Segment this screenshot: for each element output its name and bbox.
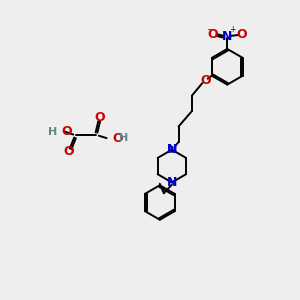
Text: N: N <box>167 143 177 156</box>
Text: N: N <box>167 143 177 156</box>
Text: +: + <box>229 26 235 34</box>
Text: O: O <box>208 28 218 40</box>
Text: N: N <box>222 30 232 43</box>
Text: O: O <box>63 145 74 158</box>
Text: H: H <box>48 127 57 136</box>
Text: H: H <box>119 133 129 143</box>
Text: O: O <box>200 74 211 87</box>
Text: O: O <box>237 28 248 41</box>
Text: O: O <box>95 111 105 124</box>
Text: O: O <box>62 125 72 138</box>
Text: O: O <box>112 132 123 145</box>
Text: N: N <box>167 176 177 189</box>
Text: −: − <box>206 24 213 33</box>
